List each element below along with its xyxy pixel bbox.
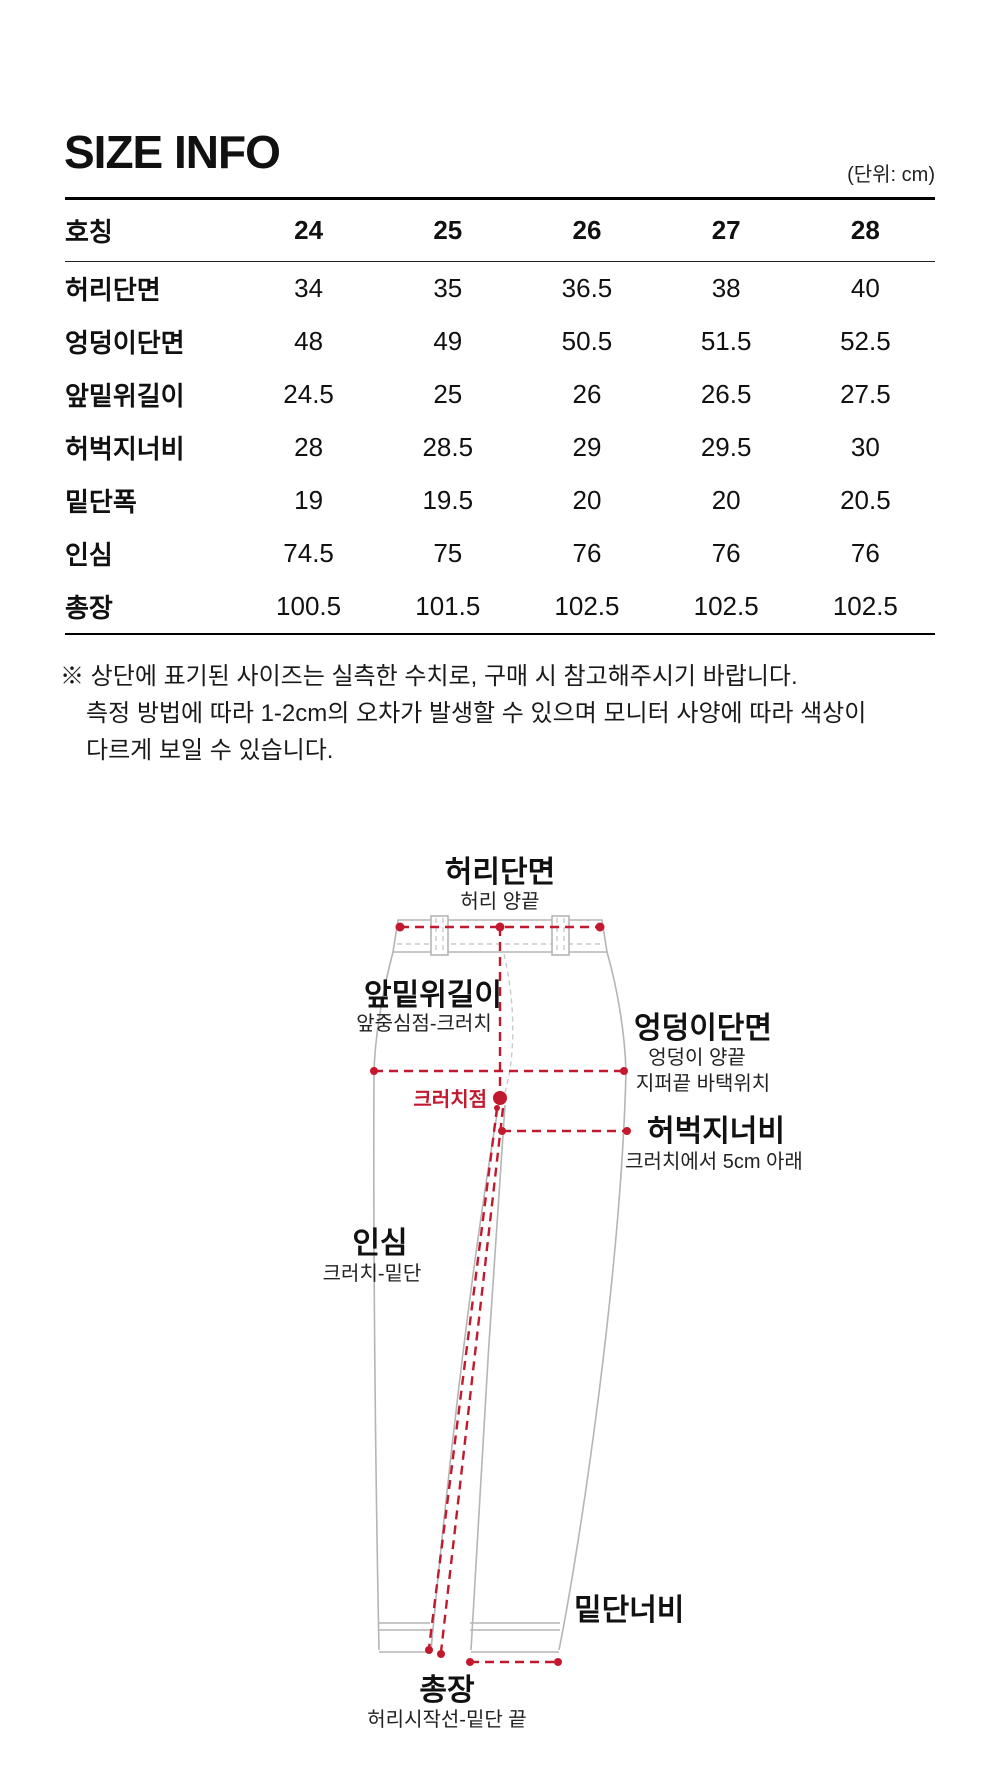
- table-row: 밑단폭 19 19.5 20 20 20.5: [65, 474, 935, 527]
- right-hem: [470, 1622, 560, 1653]
- size-cell: 27.5: [840, 379, 891, 409]
- size-cell: 28: [294, 432, 324, 462]
- header-row: 호칭 24 25 26 27 28: [65, 198, 935, 262]
- row-label: 허리단면: [65, 275, 161, 305]
- size-cell: 24.5: [283, 379, 334, 409]
- fly-stitch: [503, 953, 514, 1093]
- unit-label: (단위: cm): [847, 164, 935, 186]
- size-notes: ※ 상단에 표기된 사이즈는 실측한 수치로, 구매 시 참고해주시기 바랍니다…: [60, 658, 866, 769]
- size-cell: 20: [711, 485, 741, 515]
- size-cell: 76: [711, 538, 741, 568]
- front-rise-label: 앞밑위길이: [364, 979, 502, 1012]
- table-row: 총장 100.5 101.5 102.5 102.5 102.5: [65, 580, 935, 634]
- size-cell: 102.5: [554, 591, 620, 621]
- row-label: 총장: [65, 593, 113, 623]
- size-cell: 28.5: [422, 432, 474, 462]
- total-length-sublabel: 허리시작선-밑단 끝: [367, 1708, 526, 1731]
- column-header: 26: [517, 198, 657, 262]
- page-title: SIZE INFO: [64, 125, 281, 178]
- size-cell: 20.5: [840, 485, 891, 515]
- total-length-measure-line: [439, 1107, 505, 1653]
- crotch-point-label: 크러치점: [413, 1088, 487, 1111]
- size-cell: 76: [850, 538, 880, 568]
- hip-sublabel-1: 엉덩이 양끝: [648, 1046, 746, 1069]
- belt-loop-right: [551, 915, 570, 956]
- size-cell: 29.5: [700, 432, 752, 462]
- size-cell: 100.5: [276, 591, 342, 621]
- size-cell: 51.5: [700, 326, 752, 356]
- table-row: 앞밑위길이 24.5 25 26 26.5 27.5: [65, 368, 935, 421]
- waist-label: 허리단면: [445, 856, 555, 889]
- size-table-body: 허리단면 34 35 36.5 38 40 엉덩이단면 48 49 50.5 5…: [65, 262, 935, 635]
- hip-sublabel-2: 지퍼끝 바택위치: [636, 1072, 770, 1095]
- size-cell: 75: [433, 538, 463, 568]
- belt-loop-left: [430, 915, 449, 956]
- column-header: 28: [795, 198, 935, 262]
- table-row: 엉덩이단면 48 49 50.5 51.5 52.5: [65, 315, 935, 368]
- size-cell: 38: [711, 273, 741, 303]
- size-cell: 19: [294, 485, 324, 515]
- note-line: ※ 상단에 표기된 사이즈는 실측한 수치로, 구매 시 참고해주시기 바랍니다…: [60, 663, 798, 690]
- size-cell: 26.5: [700, 379, 752, 409]
- row-label: 밑단폭: [65, 487, 137, 517]
- total-length-label: 총장: [419, 1674, 475, 1707]
- size-table-head: 호칭 24 25 26 27 28: [65, 198, 935, 262]
- thigh-label: 허벅지너비: [647, 1115, 785, 1148]
- table-row: 인심 74.5 75 76 76 76: [65, 527, 935, 580]
- size-cell: 52.5: [840, 326, 891, 356]
- size-cell: 48: [294, 326, 324, 356]
- row-label: 엉덩이단면: [65, 328, 185, 358]
- size-cell: 35: [433, 273, 463, 303]
- size-cell: 102.5: [693, 591, 759, 621]
- table-row: 허리단면 34 35 36.5 38 40: [65, 262, 935, 316]
- table-row: 허벅지너비 28 28.5 29 29.5 30: [65, 421, 935, 474]
- inseam-sublabel: 크러치-밑단: [323, 1262, 422, 1285]
- inseam-measure-line: [427, 1107, 499, 1649]
- column-header: 27: [656, 198, 796, 262]
- size-cell: 49: [433, 326, 463, 356]
- column-header: 호칭: [65, 198, 239, 262]
- note-line: 다르게 보일 수 있습니다.: [86, 737, 334, 764]
- crotch-point-dot: [493, 1091, 507, 1105]
- hem-label: 밑단너비: [574, 1594, 684, 1627]
- size-cell: 50.5: [561, 326, 613, 356]
- size-cell: 102.5: [832, 591, 898, 621]
- left-outseam: [373, 951, 394, 1651]
- size-cell: 20: [572, 485, 602, 515]
- right-inseam: [470, 1104, 506, 1651]
- note-line: 측정 방법에 따라 1-2cm의 오차가 발생할 수 있으며 모니터 사양에 따…: [86, 700, 867, 727]
- size-cell: 101.5: [415, 591, 481, 621]
- size-cell: 29: [572, 432, 602, 462]
- row-label: 인심: [65, 540, 113, 570]
- size-cell: 36.5: [561, 273, 613, 303]
- size-cell: 25: [433, 379, 463, 409]
- pants-measurement-diagram: 허리단면 허리 양끝 앞밑위길이 앞중심점-크러치 엉덩이단면 엉덩이 양끝 지…: [323, 856, 803, 1731]
- row-label: 앞밑위길이: [65, 381, 185, 411]
- size-cell: 26: [572, 379, 602, 409]
- inseam-label: 인심: [352, 1227, 407, 1260]
- size-cell: 74.5: [283, 538, 334, 568]
- hip-label: 엉덩이단면: [634, 1012, 772, 1045]
- size-cell: 40: [850, 273, 880, 303]
- size-cell: 30: [850, 432, 880, 462]
- right-outseam: [558, 951, 627, 1651]
- size-cell: 76: [572, 538, 602, 568]
- size-cell: 34: [294, 273, 324, 303]
- column-header: 25: [378, 198, 518, 262]
- front-rise-sublabel: 앞중심점-크러치: [356, 1012, 491, 1035]
- measure-lines: [370, 922, 631, 1666]
- column-header: 24: [239, 198, 379, 262]
- thigh-sublabel: 크러치에서 5cm 아래: [625, 1150, 803, 1173]
- size-cell: 19.5: [422, 485, 474, 515]
- waist-sublabel: 허리 양끝: [460, 890, 539, 913]
- left-inseam: [430, 1102, 500, 1651]
- left-hem: [378, 1622, 431, 1653]
- size-table: 호칭 24 25 26 27 28 허리단면 34 35 36.5 38 40 …: [65, 197, 935, 635]
- row-label: 허벅지너비: [65, 434, 185, 464]
